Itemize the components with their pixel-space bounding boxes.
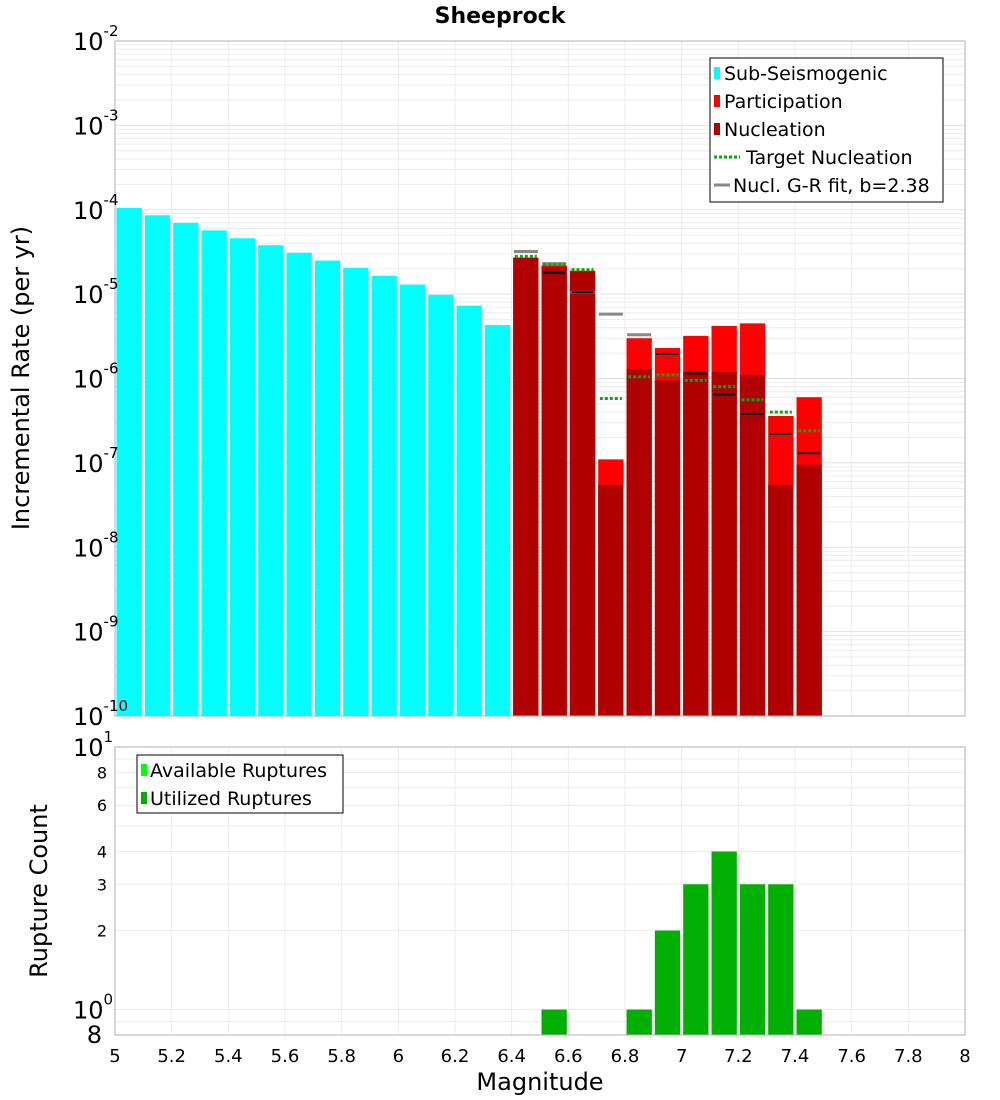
top-bars <box>116 207 822 717</box>
bottom-y-minor-tick-label: 6 <box>97 796 107 815</box>
y-tick-label: 10-6 <box>73 360 119 394</box>
x-tick-label: 5 <box>109 1046 120 1067</box>
bar-sub-seismogenic <box>116 207 142 716</box>
legend-label-sub-seismogenic: Sub-Seismogenic <box>724 63 888 85</box>
bar-sub-seismogenic <box>144 215 171 717</box>
x-tick-label: 6.8 <box>611 1046 640 1067</box>
legend-swatch-participation <box>714 95 720 107</box>
x-tick-label: 6 <box>393 1046 404 1067</box>
bar-nucleation <box>541 266 567 716</box>
bar-nucleation <box>654 380 681 716</box>
top-plot-frame <box>114 40 966 717</box>
bar-sub-seismogenic <box>399 284 426 716</box>
bar-utilized-ruptures <box>739 884 766 1035</box>
bar-nucleation <box>513 257 539 716</box>
top-panel: 10-10 10-9 10-8 10-7 10-6 10-5 10-4 10-3 10-2 Sh… <box>7 4 966 731</box>
y-tick-label: 10-5 <box>73 275 119 309</box>
top-y-axis-label: Incremental Rate (per yr) <box>7 226 35 530</box>
y-tick-label: 10-9 <box>73 613 119 647</box>
y-tick-label: 10-10 <box>73 697 128 731</box>
bar-sub-seismogenic <box>484 325 511 716</box>
legend-swatch-utilized <box>141 792 147 804</box>
legend-label-participation: Participation <box>724 91 843 113</box>
bar-utilized-ruptures <box>683 884 709 1035</box>
x-axis-label: Magnitude <box>476 1068 603 1096</box>
bar-sub-seismogenic <box>173 222 199 716</box>
bottom-y-minor-tick-label: 8 <box>87 1021 102 1049</box>
y-tick-label: 10-2 <box>73 22 119 56</box>
y-tick-label: 10-7 <box>73 444 119 478</box>
x-tick-label: 7 <box>676 1046 687 1067</box>
bottom-y-tick-label: 100 <box>73 991 113 1025</box>
bar-utilized-ruptures <box>541 1009 567 1035</box>
bottom-y-minor-tick-label: 2 <box>97 922 107 941</box>
x-tick-label: 8 <box>959 1046 970 1067</box>
bar-utilized-ruptures <box>796 1009 822 1035</box>
legend-label-gr-fit: Nucl. G-R fit, b=2.38 <box>733 175 930 197</box>
bar-sub-seismogenic <box>314 260 341 716</box>
x-tick-label: 6.2 <box>441 1046 470 1067</box>
x-tick-label: 7.2 <box>724 1046 753 1067</box>
top-markers <box>513 250 821 455</box>
legend-label-available: Available Ruptures <box>150 760 327 782</box>
bar-sub-seismogenic <box>343 267 369 716</box>
x-tick-label: 5.2 <box>157 1046 186 1067</box>
y-tick-label: 10-3 <box>73 106 119 140</box>
bar-nucleation <box>683 371 709 716</box>
bar-utilized-ruptures <box>711 851 737 1035</box>
bar-utilized-ruptures <box>626 1009 652 1035</box>
x-tick-label: 6.6 <box>554 1046 583 1067</box>
x-tick-label: 5.4 <box>214 1046 243 1067</box>
bar-nucleation <box>626 368 652 716</box>
bar-nucleation <box>768 484 794 716</box>
bar-utilized-ruptures <box>768 884 794 1035</box>
bar-sub-seismogenic <box>428 294 454 716</box>
y-tick-label: 10-4 <box>73 191 119 225</box>
top-gridlines <box>114 41 966 717</box>
bottom-legend: Available Ruptures Utilized Ruptures <box>136 754 344 814</box>
x-tick-label: 5.6 <box>271 1046 300 1067</box>
x-tick-label: 6.4 <box>497 1046 526 1067</box>
chart-title: Sheeprock <box>435 4 567 29</box>
bar-nucleation <box>711 371 737 716</box>
top-legend: Sub-Seismogenic Participation Nucleation… <box>709 57 944 203</box>
legend-swatch-available <box>141 764 147 776</box>
bar-sub-seismogenic <box>229 238 256 716</box>
legend-swatch-nucleation <box>714 123 720 135</box>
bottom-y-axis-label: Rupture Count <box>25 804 53 978</box>
bar-nucleation <box>739 375 766 716</box>
x-tick-label: 7.8 <box>894 1046 923 1067</box>
x-tick-label: 5.8 <box>327 1046 356 1067</box>
bar-sub-seismogenic <box>456 305 482 716</box>
bottom-bars <box>541 851 822 1035</box>
bar-sub-seismogenic <box>371 275 397 716</box>
bar-utilized-ruptures <box>654 930 681 1035</box>
x-ticks: 5 5.2 5.4 5.6 5.8 6 6.2 6.4 6.6 6.8 7 7.2 7.4 7.6 7.8 8 <box>109 1046 970 1067</box>
bar-sub-seismogenic <box>201 230 227 716</box>
legend-label-utilized: Utilized Ruptures <box>150 788 312 810</box>
bar-sub-seismogenic <box>286 252 312 716</box>
bottom-y-minor-tick-label: 8 <box>97 763 107 782</box>
bar-nucleation <box>598 484 624 716</box>
legend-label-target-nucleation: Target Nucleation <box>745 147 913 169</box>
x-tick-label: 7.4 <box>781 1046 810 1067</box>
bottom-legend-box <box>136 754 344 814</box>
bottom-plot-frame <box>114 746 966 1036</box>
bar-sub-seismogenic <box>258 245 284 717</box>
bottom-y-minor-tick-label: 3 <box>97 875 107 894</box>
legend-label-nucleation: Nucleation <box>724 119 826 141</box>
top-y-ticks: 10-10 10-9 10-8 10-7 10-6 10-5 10-4 10-3 10-2 <box>73 22 128 731</box>
bar-nucleation <box>569 271 596 716</box>
bottom-y-tick-label: 101 <box>73 728 113 762</box>
legend-swatch-sub-seismogenic <box>714 67 720 79</box>
top-legend-box <box>709 57 944 203</box>
bottom-y-minor-tick-label: 4 <box>97 842 107 861</box>
bar-nucleation <box>796 464 822 716</box>
x-tick-label: 7.6 <box>837 1046 866 1067</box>
y-tick-label: 10-8 <box>73 528 119 562</box>
